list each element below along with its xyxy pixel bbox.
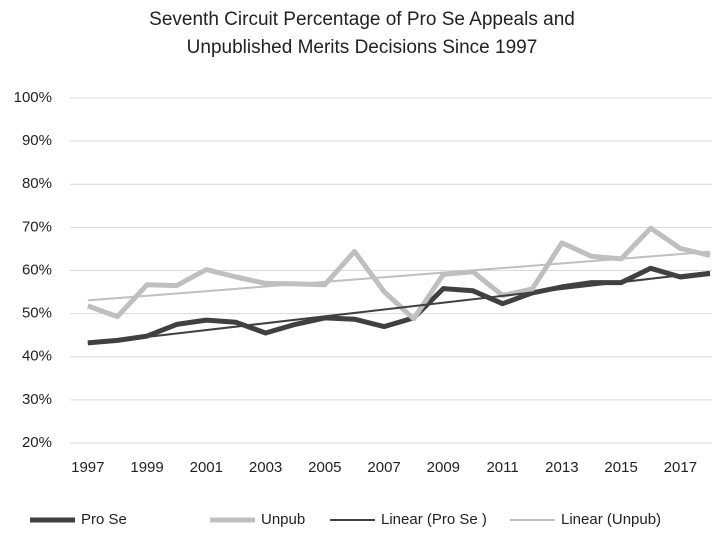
y-tick-label: 40% [22,348,52,365]
x-tick-label: 2001 [190,459,223,476]
x-tick-label: 2011 [486,459,518,476]
y-tick-label: 80% [22,175,52,192]
trend-line [87,270,711,345]
x-tick-label: 2009 [427,459,460,476]
series-line [87,265,711,346]
x-tick-label: 2013 [545,459,578,476]
legend-label: Unpub [261,511,305,528]
x-tick-label: 2003 [249,459,282,476]
x-tick-label: 1997 [71,459,104,476]
y-tick-label: 20% [22,434,52,451]
series-line [86,225,711,322]
chart-title: Unpublished Merits Decisions Since 1997 [187,37,538,58]
x-tick-label: 2017 [664,459,697,476]
legend-label: Linear (Unpub) [561,511,661,528]
x-tick-label: 2005 [308,459,341,476]
x-tick-label: 1999 [130,459,163,476]
legend-label: Linear (Pro Se ) [381,511,487,528]
y-tick-label: 90% [22,132,52,149]
trend-line [87,250,711,302]
y-tick-label: 50% [22,305,52,322]
y-tick-label: 70% [22,218,52,235]
chart-title: Seventh Circuit Percentage of Pro Se App… [149,9,575,30]
x-tick-label: 2007 [367,459,400,476]
y-tick-label: 100% [14,89,52,106]
y-tick-label: 60% [22,261,52,278]
legend-label: Pro Se [81,511,127,528]
x-tick-label: 2015 [604,459,637,476]
y-tick-label: 30% [22,391,52,408]
